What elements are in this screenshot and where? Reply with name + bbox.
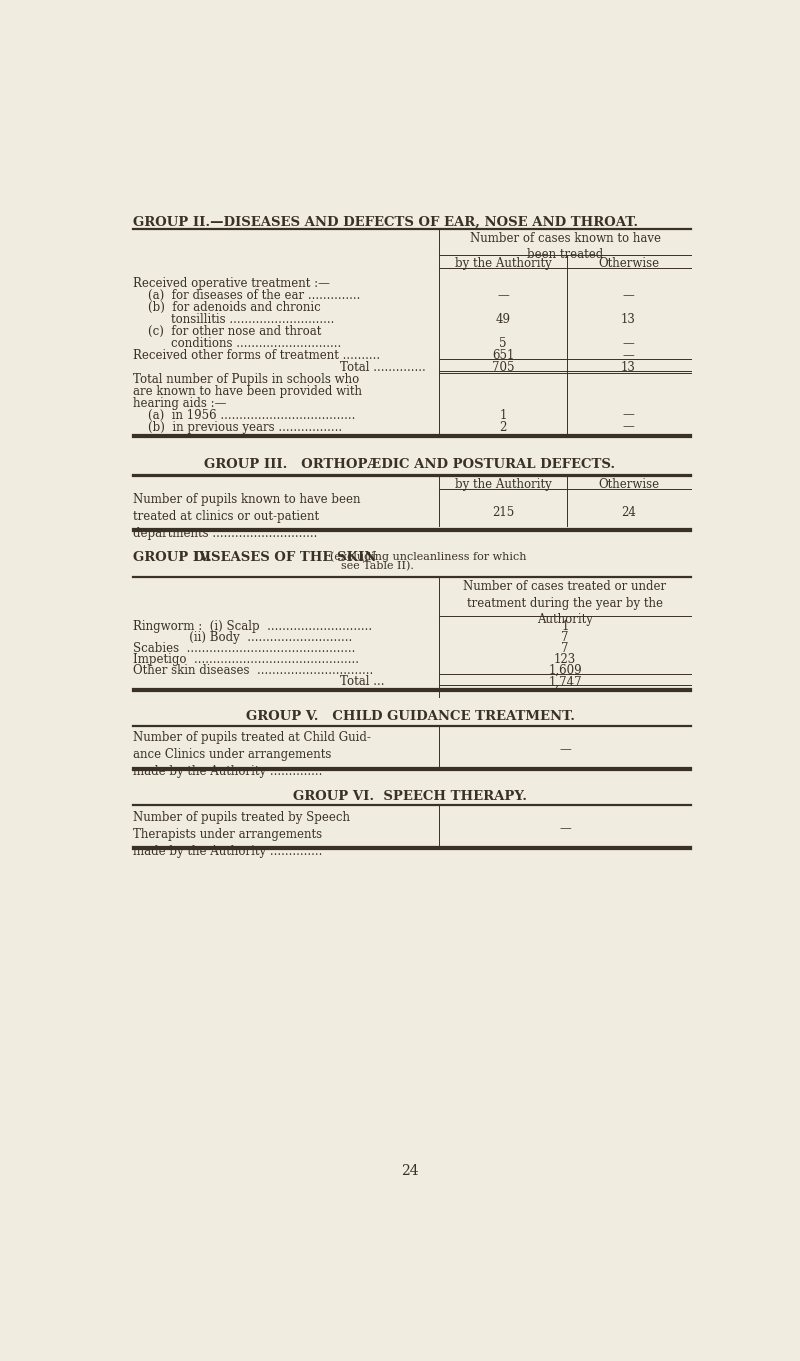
- Text: 24: 24: [401, 1164, 419, 1179]
- Text: Total number of Pupils in schools who: Total number of Pupils in schools who: [133, 373, 358, 385]
- Text: Other skin diseases  ...............................: Other skin diseases ....................…: [133, 664, 373, 678]
- Text: —: —: [497, 290, 509, 302]
- Text: —: —: [622, 348, 634, 362]
- Text: 7: 7: [562, 630, 569, 644]
- Text: 1: 1: [499, 408, 506, 422]
- Text: GROUP IV.: GROUP IV.: [133, 551, 211, 563]
- Text: 13: 13: [621, 313, 636, 327]
- Text: Total ...: Total ...: [340, 675, 385, 689]
- Text: 1,609: 1,609: [548, 664, 582, 678]
- Text: Otherwise: Otherwise: [598, 257, 659, 271]
- Text: Otherwise: Otherwise: [598, 478, 659, 491]
- Text: 705: 705: [492, 361, 514, 374]
- Text: 24: 24: [621, 505, 636, 519]
- Text: Scabies  .............................................: Scabies ................................…: [133, 642, 355, 655]
- Text: conditions ............................: conditions ............................: [171, 338, 342, 350]
- Text: are known to have been provided with: are known to have been provided with: [133, 385, 362, 397]
- Text: 123: 123: [554, 653, 576, 666]
- Text: Impetigo  ............................................: Impetigo ...............................…: [133, 653, 358, 666]
- Text: —: —: [622, 290, 634, 302]
- Text: 651: 651: [492, 348, 514, 362]
- Text: (b)  for adenoids and chronic: (b) for adenoids and chronic: [148, 301, 321, 314]
- Text: 49: 49: [495, 313, 510, 327]
- Text: tonsillitis ............................: tonsillitis ............................: [171, 313, 334, 327]
- Text: 1: 1: [562, 619, 569, 633]
- Text: 7: 7: [562, 642, 569, 655]
- Text: GROUP VI.  SPEECH THERAPY.: GROUP VI. SPEECH THERAPY.: [293, 789, 527, 803]
- Text: (c)  for other nose and throat: (c) for other nose and throat: [148, 325, 322, 338]
- Text: —: —: [622, 338, 634, 350]
- Text: Received other forms of treatment ..........: Received other forms of treatment ......…: [133, 348, 380, 362]
- Text: —: —: [622, 408, 634, 422]
- Text: Received operative treatment :—: Received operative treatment :—: [133, 278, 330, 290]
- Text: hearing aids :—: hearing aids :—: [133, 396, 226, 410]
- Text: Total ..............: Total ..............: [340, 361, 426, 374]
- Text: see Table II).: see Table II).: [341, 561, 414, 572]
- Text: (excluding uncleanliness for which: (excluding uncleanliness for which: [330, 551, 526, 562]
- Text: Number of pupils treated at Child Guid-
ance Clinics under arrangements
made by : Number of pupils treated at Child Guid- …: [133, 731, 370, 778]
- Text: DISEASES OF THE SKIN: DISEASES OF THE SKIN: [185, 551, 377, 563]
- Text: 13: 13: [621, 361, 636, 374]
- Text: GROUP III.   ORTHOPÆDIC AND POSTURAL DEFECTS.: GROUP III. ORTHOPÆDIC AND POSTURAL DEFEC…: [205, 457, 615, 471]
- Text: Number of cases known to have
been treated: Number of cases known to have been treat…: [470, 231, 661, 261]
- Text: GROUP II.—DISEASES AND DEFECTS OF EAR, NOSE AND THROAT.: GROUP II.—DISEASES AND DEFECTS OF EAR, N…: [133, 215, 638, 229]
- Text: —: —: [559, 822, 571, 836]
- Text: (a)  in 1956 ....................................: (a) in 1956 ............................…: [148, 408, 355, 422]
- Text: (b)  in previous years .................: (b) in previous years .................: [148, 421, 342, 434]
- Text: Number of pupils treated by Speech
Therapists under arrangements
made by the Aut: Number of pupils treated by Speech Thera…: [133, 811, 350, 857]
- Text: by the Authority: by the Authority: [454, 478, 551, 491]
- Text: (a)  for diseases of the ear ..............: (a) for diseases of the ear ............…: [148, 290, 361, 302]
- Text: 2: 2: [499, 421, 506, 434]
- Text: Number of cases treated or under
treatment during the year by the
Authority: Number of cases treated or under treatme…: [463, 580, 666, 626]
- Text: GROUP V.   CHILD GUIDANCE TREATMENT.: GROUP V. CHILD GUIDANCE TREATMENT.: [246, 710, 574, 724]
- Text: Ringworm :  (i) Scalp  ............................: Ringworm : (i) Scalp ...................…: [133, 619, 372, 633]
- Text: 215: 215: [492, 505, 514, 519]
- Text: Number of pupils known to have been
treated at clinics or out-patient
department: Number of pupils known to have been trea…: [133, 493, 360, 540]
- Text: by the Authority: by the Authority: [454, 257, 551, 271]
- Text: 5: 5: [499, 338, 506, 350]
- Text: (ii) Body  ............................: (ii) Body ............................: [133, 630, 352, 644]
- Text: 1,747: 1,747: [548, 675, 582, 689]
- Text: —: —: [622, 421, 634, 434]
- Text: —: —: [559, 743, 571, 755]
